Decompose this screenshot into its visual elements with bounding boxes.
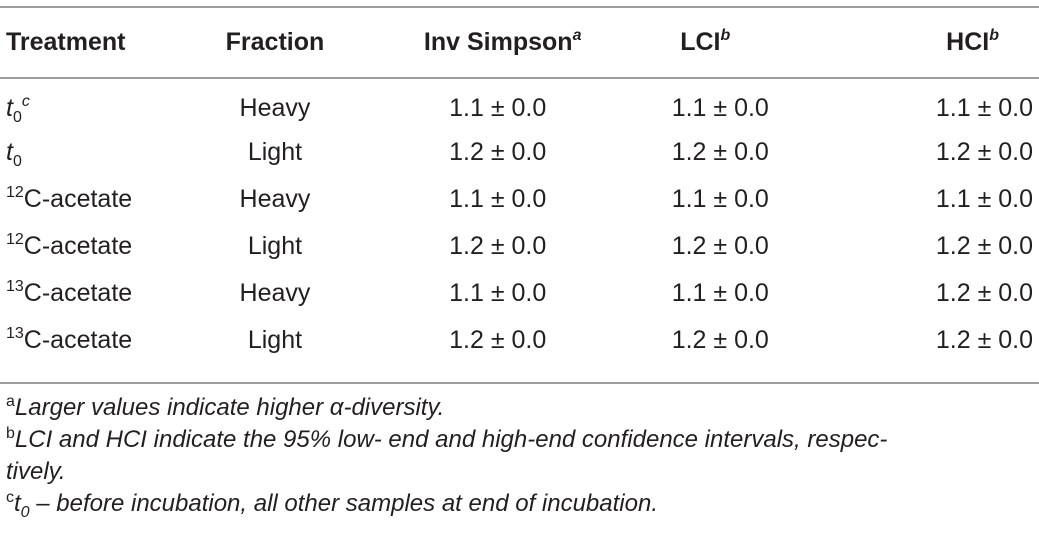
cell-lci: 1.2 ± 0.0 <box>671 138 769 166</box>
cell-inv-simpson: 1.1 ± 0.0 <box>449 279 547 307</box>
top-rule <box>0 6 1039 8</box>
cell-hci: 1.2 ± 0.0 <box>935 279 1033 307</box>
cell-inv-simpson: 1.2 ± 0.0 <box>449 232 547 260</box>
header-fraction: Fraction <box>225 27 325 56</box>
cell-inv-simpson: 1.2 ± 0.0 <box>449 138 547 166</box>
cell-fraction: Light <box>247 326 303 354</box>
cell-treatment: t0 <box>6 138 22 170</box>
table-row: t0c Heavy 1.1 ± 0.0 1.1 ± 0.0 1.1 ± 0.0 <box>0 77 1039 129</box>
table-row: 13C-acetate Heavy 1.1 ± 0.0 1.1 ± 0.0 1.2 ± … <box>0 270 1039 317</box>
cell-fraction: Heavy <box>239 279 311 307</box>
cell-inv-simpson: 1.1 ± 0.0 <box>449 93 547 122</box>
footnote-mark-a: a <box>572 26 582 44</box>
diversity-table: Treatment Fraction Inv Simpsona LCIb HCI… <box>0 7 1039 364</box>
cell-lci: 1.1 ± 0.0 <box>671 185 769 213</box>
cell-lci: 1.2 ± 0.0 <box>671 232 769 260</box>
cell-fraction: Light <box>247 232 303 260</box>
cell-treatment: 13C-acetate <box>6 325 133 355</box>
cell-treatment: 12C-acetate <box>6 184 133 214</box>
cell-hci: 1.1 ± 0.0 <box>935 185 1033 213</box>
footnote-c: ct0 – before incubation, all other sampl… <box>6 489 658 521</box>
cell-fraction: Heavy <box>239 93 311 122</box>
header-rule <box>0 77 1039 79</box>
footnote-mark-b: b <box>989 26 999 44</box>
footnote-a: aLarger values indicate higher α-diversi… <box>6 393 445 422</box>
header-treatment: Treatment <box>6 27 126 56</box>
cell-inv-simpson: 1.1 ± 0.0 <box>449 185 547 213</box>
cell-hci: 1.1 ± 0.0 <box>935 93 1033 122</box>
cell-lci: 1.1 ± 0.0 <box>671 279 769 307</box>
table-footnotes: aLarger values indicate higher α-diversi… <box>6 392 1036 521</box>
cell-hci: 1.2 ± 0.0 <box>935 138 1033 166</box>
table-row: 13C-acetate Light 1.2 ± 0.0 1.2 ± 0.0 1.2 ± … <box>0 317 1039 364</box>
cell-treatment: 13C-acetate <box>6 278 133 308</box>
cell-lci: 1.1 ± 0.0 <box>671 93 769 122</box>
table-row: 12C-acetate Light 1.2 ± 0.0 1.2 ± 0.0 1.2 ± … <box>0 223 1039 270</box>
bottom-rule <box>0 382 1039 384</box>
cell-fraction: Light <box>247 138 303 166</box>
table-row: t0 Light 1.2 ± 0.0 1.2 ± 0.0 1.2 ± 0.0 <box>0 129 1039 176</box>
cell-hci: 1.2 ± 0.0 <box>935 326 1033 354</box>
footnote-b: bLCI and HCI indicate the 95% low- end a… <box>6 425 888 486</box>
footnote-mark-b: b <box>720 26 731 44</box>
cell-hci: 1.2 ± 0.0 <box>935 232 1033 260</box>
cell-treatment: t0c <box>6 92 30 126</box>
table-row: 12C-acetate Heavy 1.1 ± 0.0 1.1 ± 0.0 1.1 ± … <box>0 176 1039 223</box>
cell-lci: 1.2 ± 0.0 <box>671 326 769 354</box>
header-hci: HCIb <box>946 26 999 56</box>
cell-inv-simpson: 1.2 ± 0.0 <box>449 326 547 354</box>
header-row: Treatment Fraction Inv Simpsona LCIb HCI… <box>0 7 1039 77</box>
cell-fraction: Heavy <box>239 185 311 213</box>
cell-treatment: 12C-acetate <box>6 231 133 261</box>
header-lci: LCIb <box>680 26 731 56</box>
footnote-mark-c: c <box>21 92 30 110</box>
header-inv-simpson: Inv Simpsona <box>423 26 582 56</box>
